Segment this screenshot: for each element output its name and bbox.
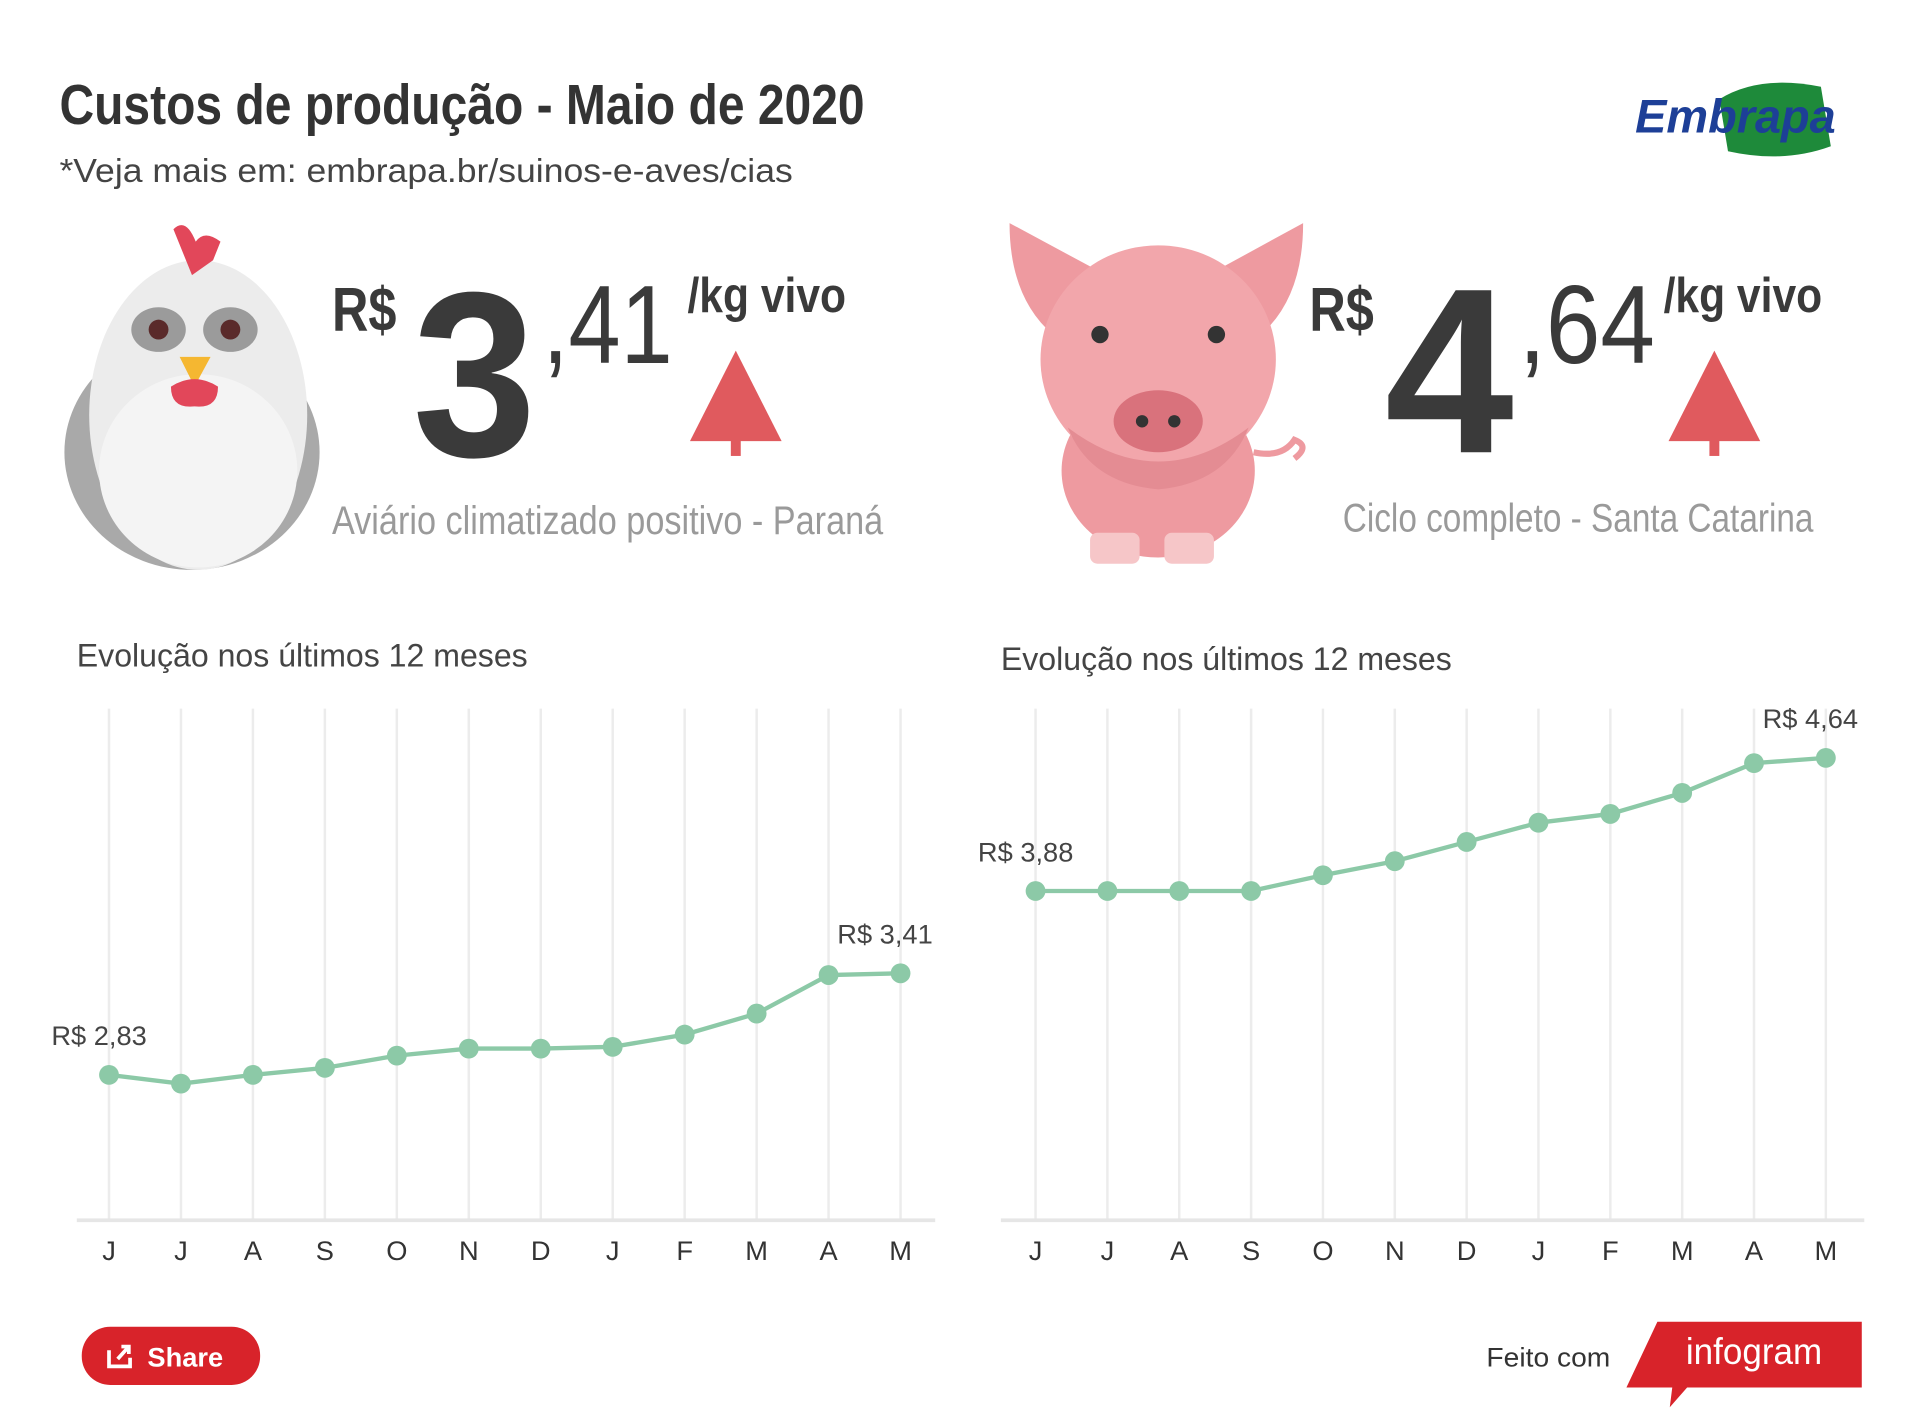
chart-title: Evolução nos últimos 12 meses: [1001, 641, 1452, 677]
price-decimal: ,64: [1519, 262, 1655, 387]
x-tick-label: N: [459, 1235, 479, 1266]
currency: R$: [1309, 276, 1373, 345]
point: [243, 1064, 263, 1085]
x-tick-label: A: [1170, 1235, 1189, 1266]
x-tick-label: D: [1457, 1235, 1477, 1266]
x-tick-label: F: [676, 1235, 693, 1266]
point: [99, 1064, 119, 1085]
point: [458, 1038, 479, 1059]
point: [1600, 804, 1621, 824]
brand[interactable]: infogram: [1686, 1330, 1822, 1372]
price-caption: Ciclo completo - Santa Catarina: [1343, 497, 1815, 541]
subtitle: *Veja mais em: embrapa.br/suinos-e-aves/…: [59, 153, 792, 190]
x-tick-label: A: [1745, 1235, 1764, 1266]
price-decimal: ,41: [543, 262, 673, 387]
x-tick-label: J: [102, 1235, 116, 1266]
share-label[interactable]: Share: [147, 1341, 223, 1372]
x-tick-label: J: [1029, 1235, 1043, 1266]
point: [171, 1073, 191, 1094]
x-tick-label: M: [1671, 1235, 1694, 1266]
x-tick-label: M: [889, 1235, 912, 1266]
x-tick-label: J: [1101, 1235, 1115, 1266]
line: [108, 971, 901, 1086]
chicken-illustration: [64, 225, 320, 570]
point: [1169, 881, 1190, 901]
point: [1241, 881, 1262, 901]
point: [1313, 865, 1333, 886]
x-tick-label: M: [1815, 1235, 1838, 1266]
point: [1815, 747, 1836, 768]
charts: J J A S O N D J F M A M R$ 2,83 R$ 3,41 J J A S O N D J F M A M R$…: [51, 703, 1865, 1266]
made-with: Feito com: [1486, 1341, 1610, 1372]
point: [530, 1038, 551, 1059]
point: [1528, 812, 1549, 833]
x-tick-label: J: [174, 1235, 188, 1266]
pig-illustration: [1009, 223, 1306, 564]
currency: R$: [332, 276, 396, 345]
x-tick-label: D: [531, 1235, 551, 1266]
x-tick-label: O: [386, 1235, 407, 1266]
x-tick-label: A: [819, 1235, 838, 1266]
x-tick-label: M: [745, 1235, 768, 1266]
point: [674, 1024, 695, 1045]
point: [314, 1057, 335, 1078]
infogram-badge[interactable]: infogram: [1626, 1321, 1862, 1408]
up-arrow: [689, 350, 782, 456]
point: [386, 1045, 407, 1066]
chart-title: Evolução nos últimos 12 meses: [77, 638, 528, 674]
point: [1744, 753, 1764, 774]
x-tick-label: J: [606, 1235, 620, 1266]
point: [746, 1003, 767, 1024]
x-tick-label: S: [1242, 1235, 1260, 1266]
logo-shape: [1719, 82, 1831, 157]
point: [890, 963, 911, 984]
x-tick-label: O: [1312, 1235, 1333, 1266]
point: [1097, 881, 1118, 901]
x-tick-label: S: [316, 1235, 334, 1266]
point: [1672, 783, 1693, 803]
point: [818, 965, 839, 985]
logo: Embrapa: [1635, 90, 1836, 143]
x-tick-label: A: [244, 1235, 263, 1266]
share-button[interactable]: Share: [81, 1326, 261, 1385]
point: [1456, 832, 1477, 852]
value-label: R$ 3,88: [978, 836, 1073, 867]
value-label: R$ 2,83: [51, 1020, 146, 1051]
price-unit: /kg vivo: [687, 268, 846, 323]
price-caption: Aviário climatizado positivo - Paraná: [332, 499, 884, 543]
up-arrow: [1668, 350, 1761, 456]
price-unit: /kg vivo: [1664, 268, 1823, 323]
x-tick-label: J: [1532, 1235, 1546, 1266]
price-integer: 3: [412, 243, 536, 506]
price-integer: 4: [1385, 239, 1514, 502]
value-label: R$ 3,41: [837, 919, 932, 950]
point: [1384, 851, 1405, 872]
x-tick-label: F: [1602, 1235, 1619, 1266]
point: [1025, 881, 1046, 901]
line: [1035, 755, 1827, 894]
value-label: R$ 4,64: [1763, 703, 1858, 734]
point: [602, 1036, 623, 1057]
x-tick-label: N: [1385, 1235, 1405, 1266]
title: Custos de produção - Maio de 2020: [59, 73, 864, 137]
